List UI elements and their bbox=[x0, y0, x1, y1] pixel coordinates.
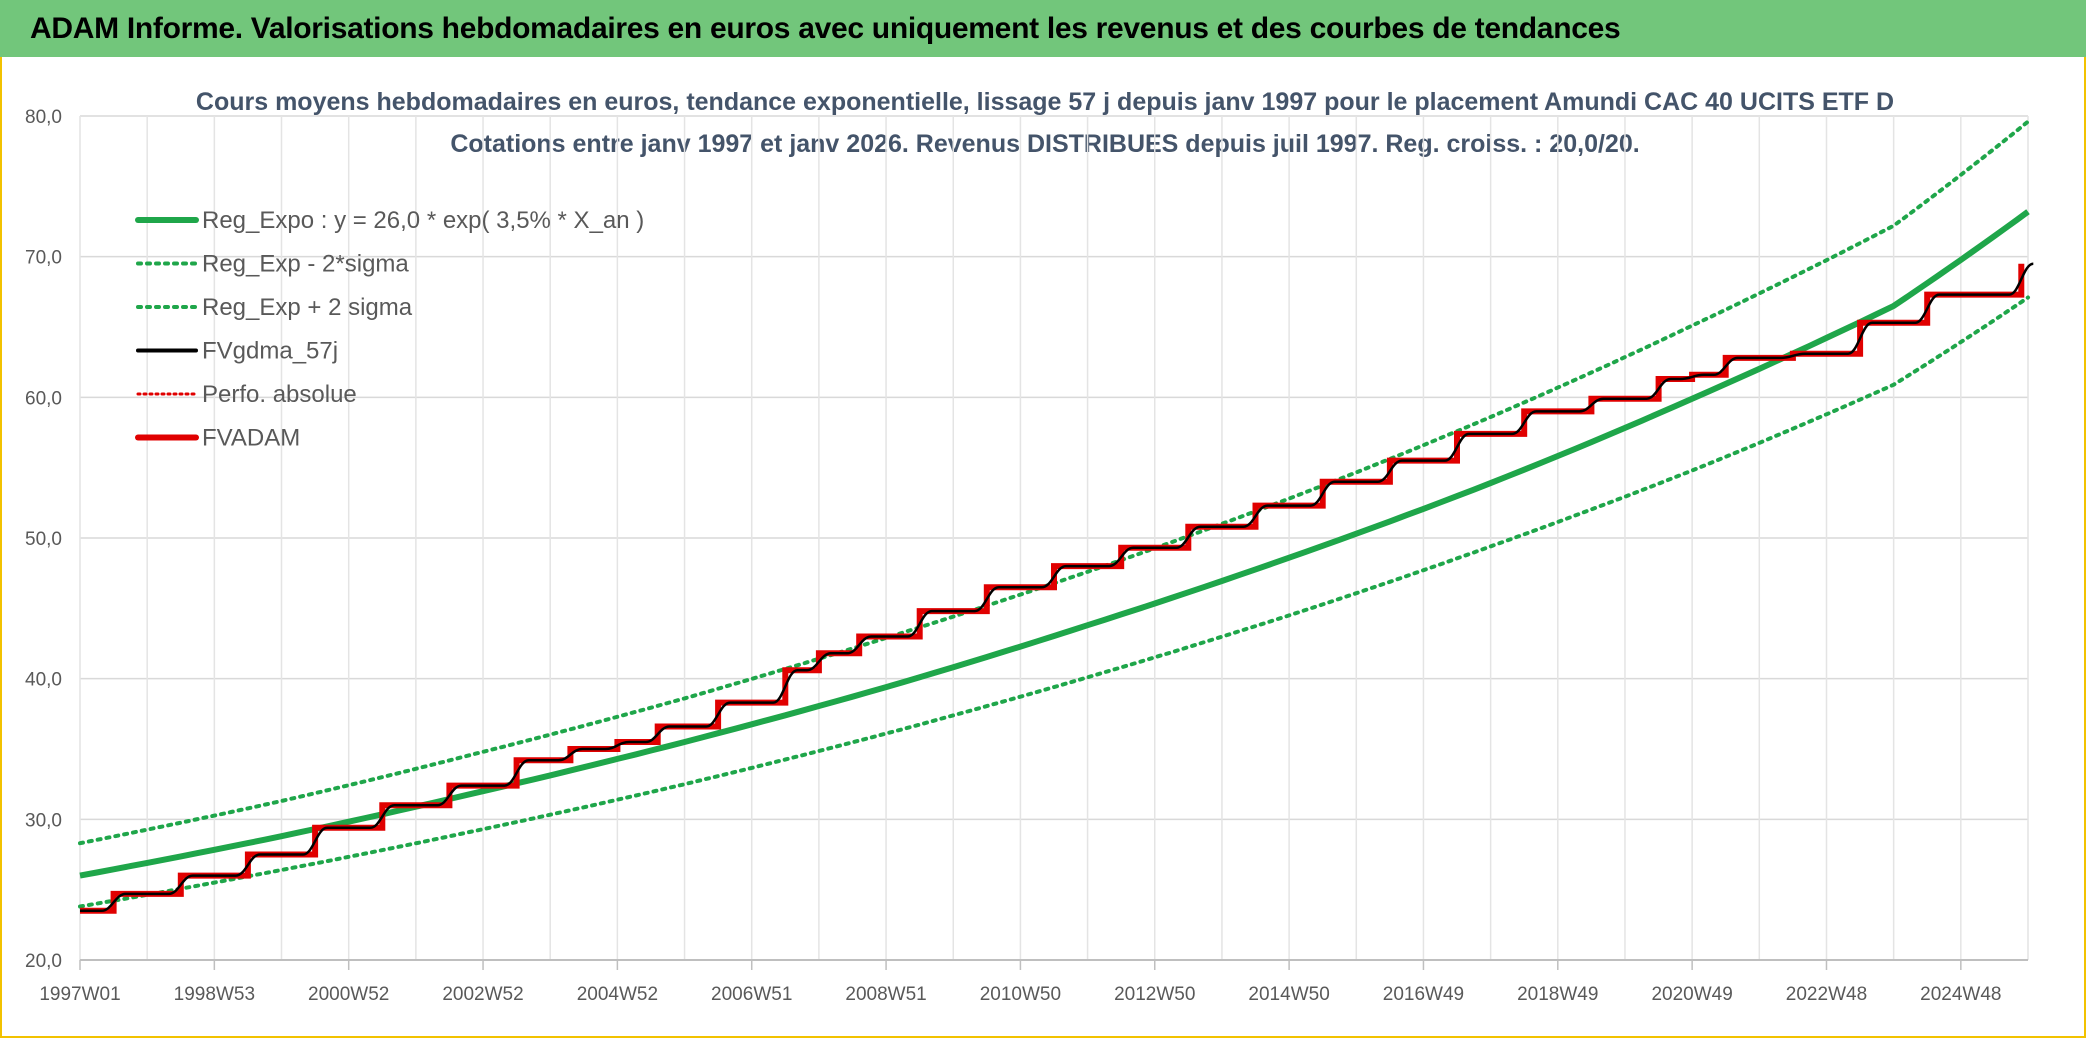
y-tick-label: 30,0 bbox=[25, 810, 62, 831]
x-tick-label: 1998W53 bbox=[174, 984, 255, 1005]
fvgdma-57j-line bbox=[80, 262, 2034, 913]
chart-title: Cours moyens hebdomadaires en euros, ten… bbox=[196, 88, 1894, 116]
y-tick-label: 70,0 bbox=[25, 248, 62, 269]
report-title: ADAM Informe. Valorisations hebdomadaire… bbox=[30, 11, 1621, 45]
y-tick-label: 40,0 bbox=[25, 670, 62, 691]
x-tick-label: 2000W52 bbox=[308, 984, 389, 1005]
gridlines bbox=[79, 115, 2029, 961]
x-tick-label: 2004W52 bbox=[577, 984, 658, 1005]
legend-fvgdma-label: FVgdma_57j bbox=[202, 338, 338, 365]
legend-reg-exp-plus-label: Reg_Exp + 2 sigma bbox=[202, 294, 413, 321]
y-tick-label: 50,0 bbox=[25, 529, 62, 550]
series-lines bbox=[78, 119, 2034, 914]
y-tick-label: 80,0 bbox=[25, 107, 62, 128]
reg-exp-plus-2sigma-line bbox=[78, 119, 2030, 846]
x-tick-label: 2006W51 bbox=[711, 984, 792, 1005]
legend-perfo-label: Perfo. absolue bbox=[202, 381, 357, 408]
x-tick-label: 2002W52 bbox=[442, 984, 523, 1005]
x-tick-label: 2020W49 bbox=[1651, 984, 1732, 1005]
legend-reg-exp-minus-label: Reg_Exp - 2*sigma bbox=[202, 251, 409, 278]
legend: Reg_Expo : y = 26,0 * exp( 3,5% * X_an )… bbox=[135, 207, 644, 452]
x-axis-ticks: 1997W01 1998W53 2000W52 2002W52 2004W52 2006W… bbox=[39, 960, 2001, 1005]
x-tick-label: 2008W51 bbox=[845, 984, 926, 1005]
y-tick-label: 20,0 bbox=[25, 951, 62, 972]
x-tick-label: 2024W48 bbox=[1920, 984, 2001, 1005]
x-tick-label: 2022W48 bbox=[1786, 984, 1867, 1005]
x-tick-label: 2016W49 bbox=[1383, 984, 1464, 1005]
reg-exp-minus-2sigma-line bbox=[78, 295, 2030, 909]
x-tick-label: 2012W50 bbox=[1114, 984, 1195, 1005]
x-tick-label: 2014W50 bbox=[1248, 984, 1329, 1005]
legend-fvadam-label: FVADAM bbox=[202, 425, 300, 452]
chart-subtitle: Cotations entre janv 1997 et janv 2026. … bbox=[450, 130, 1639, 158]
x-tick-label: 2010W50 bbox=[980, 984, 1061, 1005]
x-tick-label: 2018W49 bbox=[1517, 984, 1598, 1005]
legend-reg-expo-label: Reg_Expo : y = 26,0 * exp( 3,5% * X_an ) bbox=[202, 207, 644, 234]
y-tick-label: 60,0 bbox=[25, 388, 62, 409]
x-tick-label: 1997W01 bbox=[39, 984, 120, 1005]
y-axis-ticks: 20,0 30,0 40,0 50,0 60,0 70,0 80,0 bbox=[25, 107, 62, 972]
report-banner: ADAM Informe. Valorisations hebdomadaire… bbox=[0, 0, 2086, 57]
